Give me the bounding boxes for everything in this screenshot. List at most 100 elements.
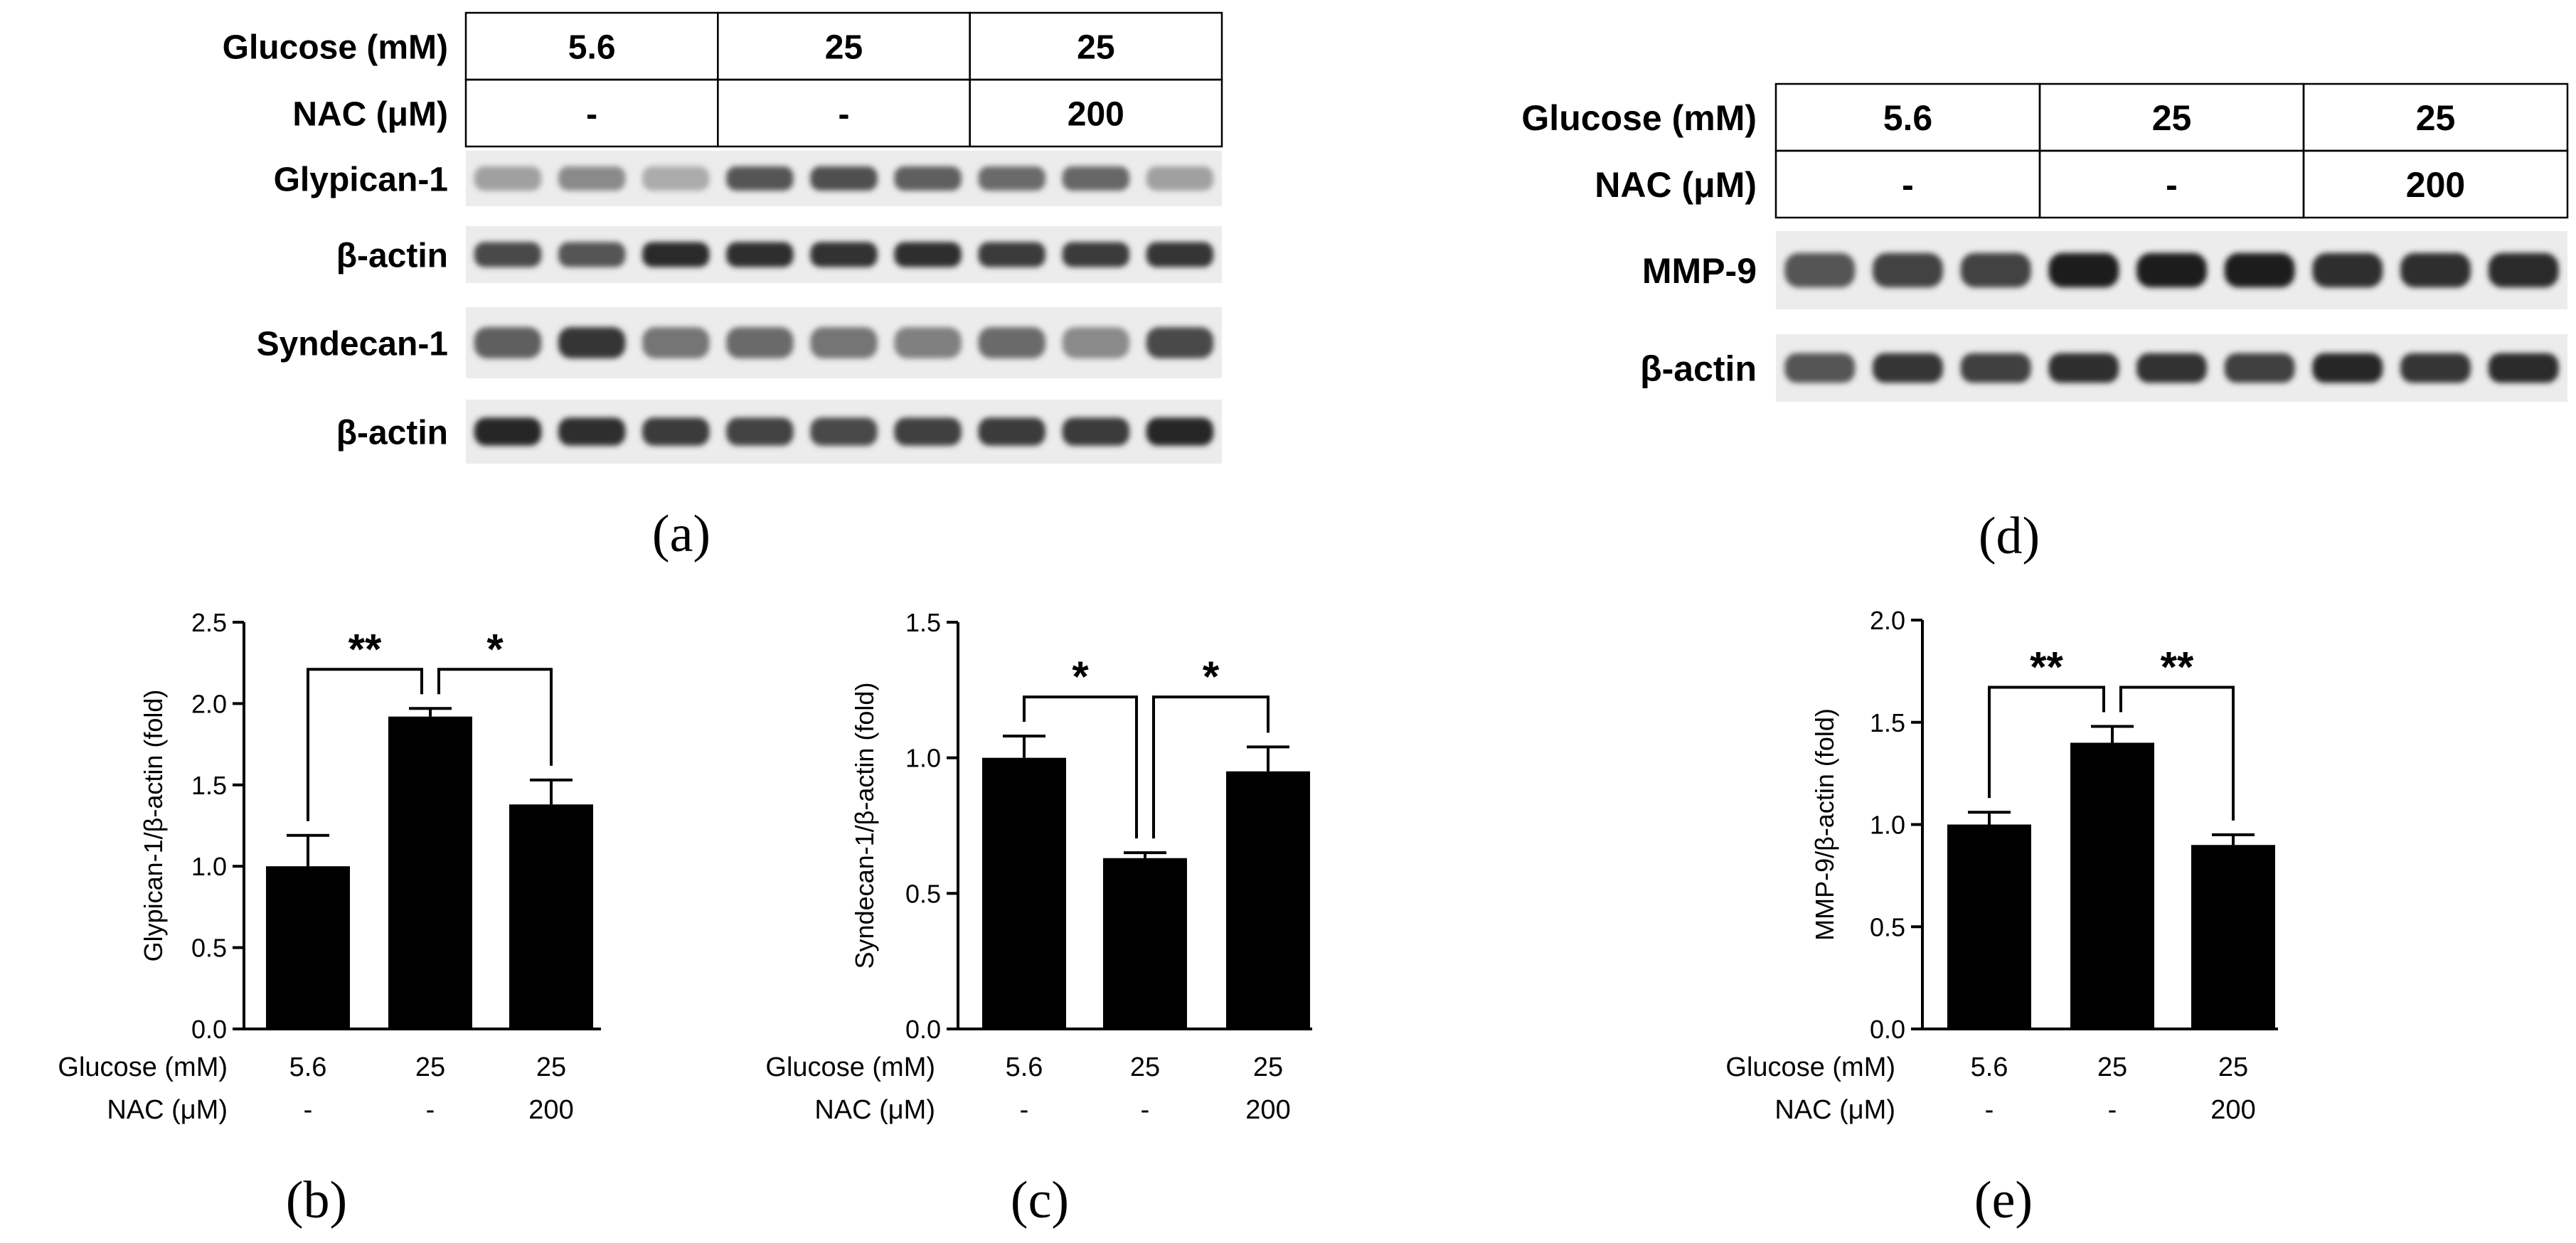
blot-band bbox=[1062, 166, 1130, 191]
blot-band bbox=[1873, 353, 1943, 383]
blot-d-header-value: - bbox=[2166, 165, 2178, 205]
blot-d-header-value: 25 bbox=[2152, 98, 2192, 138]
blot-d-header-cell bbox=[2302, 149, 2569, 219]
blot-band bbox=[2136, 252, 2207, 288]
blot-band bbox=[1146, 327, 1214, 358]
blot-a-band-label-actin: β-actin bbox=[336, 414, 448, 452]
blot-band bbox=[642, 417, 710, 446]
condition-value: 25 bbox=[1253, 1052, 1283, 1082]
significance-bracket bbox=[1023, 695, 1138, 839]
blot-a-strip-actin bbox=[466, 400, 1222, 464]
blot-band bbox=[1146, 242, 1214, 267]
blot-band bbox=[2312, 353, 2383, 383]
bar-2 bbox=[388, 716, 472, 1029]
condition-value: - bbox=[1020, 1095, 1029, 1125]
blot-band bbox=[978, 417, 1045, 446]
blot-band bbox=[474, 417, 542, 446]
y-tick-label: 0.5 bbox=[1870, 912, 1905, 941]
panel-label-a: (a) bbox=[652, 505, 710, 563]
bar-3 bbox=[1226, 771, 1310, 1029]
blot-d-header-glucose-mm-label: Glucose (mM) bbox=[1521, 98, 1757, 138]
condition-value: 25 bbox=[2218, 1052, 2248, 1082]
condition-row-label-nac-m: NAC (μM) bbox=[814, 1095, 935, 1125]
blot-band bbox=[810, 417, 878, 446]
blot-a-band-label-syndecan-1: Syndecan-1 bbox=[257, 325, 448, 363]
blot-band bbox=[1784, 252, 1856, 288]
significance-label: * bbox=[1203, 653, 1220, 700]
panel-label-b: (b) bbox=[286, 1171, 347, 1229]
blot-band bbox=[894, 166, 962, 191]
panel-label-d: (d) bbox=[1979, 507, 2040, 565]
blot-band bbox=[2048, 252, 2119, 288]
blot-band bbox=[2224, 353, 2295, 383]
blot-band bbox=[726, 417, 794, 446]
blot-d-band-label-actin: β-actin bbox=[1640, 349, 1757, 389]
blot-a-header-cell bbox=[969, 78, 1223, 148]
blot-band bbox=[978, 166, 1045, 191]
significance-bracket bbox=[1152, 695, 1270, 839]
bar-3 bbox=[2191, 845, 2275, 1029]
y-tick-label: 1.0 bbox=[191, 852, 227, 881]
blot-band bbox=[474, 166, 542, 191]
condition-value: 25 bbox=[415, 1052, 445, 1082]
blot-panel-d: Glucose (mM) 5.6 25 25 NAC (μM) - - 200 MMP-9 β-a… bbox=[1521, 82, 2569, 565]
condition-row-label-glucose-mm: Glucose (mM) bbox=[1725, 1052, 1895, 1082]
y-tick-label: 2.0 bbox=[191, 689, 227, 718]
y-tick-label: 1.0 bbox=[905, 744, 941, 773]
blot-a-header-value: - bbox=[586, 95, 597, 133]
condition-value: 200 bbox=[1245, 1095, 1290, 1125]
y-tick-label: 1.5 bbox=[191, 771, 227, 800]
blot-band bbox=[2488, 252, 2559, 288]
y-tick-label: 1.5 bbox=[1870, 708, 1905, 737]
significance-bracket bbox=[437, 668, 553, 766]
blot-band bbox=[1873, 252, 1943, 288]
bar-1 bbox=[266, 866, 350, 1029]
y-tick-label: 0.0 bbox=[905, 1015, 941, 1044]
bar-1 bbox=[1947, 824, 2031, 1029]
blot-band bbox=[810, 242, 878, 267]
blot-band bbox=[978, 242, 1045, 267]
blot-band bbox=[1960, 252, 2031, 288]
blot-a-header-glucose-mm-label: Glucose (mM) bbox=[223, 28, 448, 66]
significance-label: ** bbox=[2161, 644, 2194, 691]
condition-row-label-nac-m: NAC (μM) bbox=[1774, 1095, 1895, 1125]
blot-a-header-value: 25 bbox=[825, 28, 863, 66]
y-tick-label: 0.0 bbox=[1870, 1015, 1905, 1044]
condition-value: 25 bbox=[1130, 1052, 1160, 1082]
blot-band bbox=[726, 242, 794, 267]
y-tick-label: 1.5 bbox=[905, 608, 941, 637]
blot-band bbox=[1960, 353, 2031, 383]
condition-row-label-glucose-mm: Glucose (mM) bbox=[58, 1052, 228, 1082]
bar-chart-e: 0.0 0.5 1.0 1.5 2.0 MMP-9/β-actin (fold) ** ** G… bbox=[1725, 606, 2278, 1229]
significance-label: * bbox=[486, 625, 504, 673]
blot-band bbox=[1146, 417, 1214, 446]
blot-band bbox=[558, 242, 626, 267]
blot-band bbox=[474, 242, 542, 267]
blot-band bbox=[642, 327, 710, 358]
blot-a-strip-syndecan-1 bbox=[466, 307, 1222, 378]
blot-a-header-value: 25 bbox=[1077, 28, 1114, 66]
condition-value: 5.6 bbox=[1006, 1052, 1043, 1082]
condition-value: - bbox=[2108, 1095, 2117, 1125]
blot-band bbox=[810, 327, 878, 358]
blot-band bbox=[2400, 252, 2471, 288]
condition-row-label-glucose-mm: Glucose (mM) bbox=[765, 1052, 935, 1082]
blot-band bbox=[894, 242, 962, 267]
significance-label: ** bbox=[348, 625, 382, 673]
blot-band bbox=[558, 327, 626, 358]
significance-bracket bbox=[307, 668, 423, 821]
panel-label-c: (c) bbox=[1011, 1171, 1069, 1229]
blot-band bbox=[474, 327, 542, 358]
blot-d-header-value: 25 bbox=[2416, 98, 2456, 138]
blot-band bbox=[810, 166, 878, 191]
blot-band bbox=[558, 417, 626, 446]
blot-band bbox=[978, 327, 1045, 358]
y-tick-label: 2.0 bbox=[1870, 606, 1905, 635]
blot-d-header-value: 200 bbox=[2406, 165, 2465, 205]
y-tick-label: 0.5 bbox=[191, 934, 227, 963]
y-axis-label: Syndecan-1/β-actin (fold) bbox=[850, 683, 879, 969]
condition-value: 25 bbox=[2097, 1052, 2127, 1082]
significance-bracket bbox=[1988, 685, 2105, 799]
blot-band bbox=[2488, 353, 2559, 383]
